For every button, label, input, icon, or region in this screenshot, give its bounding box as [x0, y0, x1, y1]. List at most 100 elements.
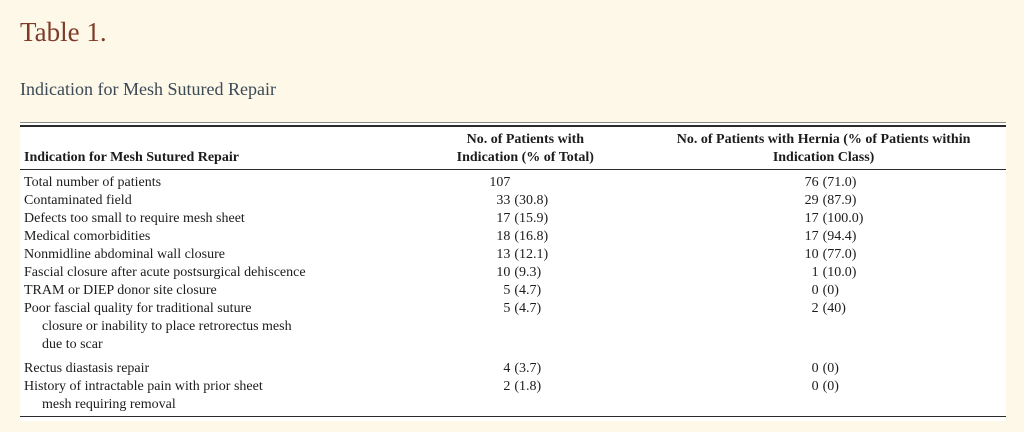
table-subtitle: Indication for Mesh Sutured Repair — [20, 78, 276, 99]
hernia-count-cell: 0 (0) — [641, 354, 1006, 378]
indication-count-cell: 13 (12.1) — [409, 246, 641, 264]
table-body: Total number of patients 107 76 (71.0) Conta… — [20, 169, 1006, 416]
table-row: Total number of patients 107 76 (71.0) — [20, 169, 1006, 192]
percent-value: (10.0) — [822, 264, 857, 280]
indication-label: Nonmidline abdominal wall closure — [24, 246, 226, 262]
page-title: Table 1. — [20, 17, 107, 47]
count-value: 5 — [503, 300, 511, 316]
hernia-count-cell: 0 (0) — [641, 378, 1006, 417]
percent-value: (16.8) — [514, 228, 549, 244]
indications-table: Indication for Mesh Sutured Repair No. o… — [20, 124, 1006, 417]
indication-cell: Defects too small to require mesh sheet — [20, 210, 409, 228]
table-row: Fascial closure after acute postsurgical… — [20, 264, 1006, 282]
percent-value: (77.0) — [822, 246, 857, 262]
table-row: History of intractable pain with prior s… — [20, 378, 1006, 417]
indication-label-continuation: mesh requiring removal — [42, 396, 176, 412]
indication-label: Contaminated field — [24, 192, 132, 208]
indication-cell: Contaminated field — [20, 192, 409, 210]
count-value: 2 — [811, 300, 819, 316]
table-row: TRAM or DIEP donor site closure 5 (4.7) 0 (0… — [20, 282, 1006, 300]
indication-label: Rectus diastasis repair — [24, 360, 150, 376]
indication-count-cell: 107 — [409, 169, 641, 192]
percent-value: (1.8) — [514, 378, 542, 394]
indication-cell: Rectus diastasis repair — [20, 354, 409, 378]
indication-label: Poor fascial quality for traditional sut… — [24, 300, 252, 316]
indication-count-cell: 5 (4.7) — [409, 282, 641, 300]
percent-value: (3.7) — [514, 360, 542, 376]
indication-cell: Nonmidline abdominal wall closure — [20, 246, 409, 264]
table-header: Indication for Mesh Sutured Repair No. o… — [20, 125, 1006, 170]
indication-count-cell: 10 (9.3) — [409, 264, 641, 282]
document-page: Table 1. Indication for Mesh Sutured Rep… — [0, 16, 1024, 421]
percent-value: (12.1) — [514, 246, 549, 262]
indication-label: TRAM or DIEP donor site closure — [24, 282, 217, 298]
table-header-row: Indication for Mesh Sutured Repair No. o… — [20, 125, 1006, 170]
column-header-patients-with-hernia: No. of Patients with Hernia (% of Patien… — [641, 125, 1006, 170]
count-value: 107 — [489, 174, 511, 190]
percent-value: (0) — [822, 282, 839, 298]
indication-label: Defects too small to require mesh sheet — [24, 210, 245, 226]
count-value: 0 — [811, 360, 819, 376]
indication-count-cell: 18 (16.8) — [409, 228, 641, 246]
indication-count-cell: 4 (3.7) — [409, 354, 641, 378]
hernia-count-cell: 0 (0) — [641, 282, 1006, 300]
indication-label: Medical comorbidities — [24, 228, 151, 244]
indication-cell: Poor fascial quality for traditional sut… — [20, 300, 409, 354]
column-header-patients-with-indication: No. of Patients with Indication (% of To… — [409, 125, 642, 170]
indication-label: Fascial closure after acute postsurgical… — [24, 264, 306, 280]
count-value: 17 — [496, 210, 511, 226]
percent-value: (30.8) — [514, 192, 549, 208]
count-value: 33 — [496, 192, 511, 208]
percent-value: (40) — [822, 300, 846, 316]
count-value: 5 — [503, 282, 511, 298]
table-row: Medical comorbidities 18 (16.8) 17 (94.4) — [20, 228, 1006, 246]
indication-label: Total number of patients — [24, 174, 162, 190]
indication-cell: TRAM or DIEP donor site closure — [20, 282, 409, 300]
count-value: 76 — [804, 174, 819, 190]
table-row: Defects too small to require mesh sheet 1… — [20, 210, 1006, 228]
percent-value: (4.7) — [514, 282, 542, 298]
percent-value: (100.0) — [822, 210, 864, 226]
indication-count-cell: 2 (1.8) — [409, 378, 641, 417]
count-value: 18 — [496, 228, 511, 244]
percent-value: (0) — [822, 360, 839, 376]
count-value: 0 — [811, 378, 819, 394]
hernia-count-cell: 29 (87.9) — [641, 192, 1006, 210]
percent-value: (9.3) — [514, 264, 542, 280]
indication-count-cell: 33 (30.8) — [409, 192, 641, 210]
count-value: 17 — [804, 228, 819, 244]
indication-count-cell: 5 (4.7) — [409, 300, 641, 354]
hernia-count-cell: 1 (10.0) — [641, 264, 1006, 282]
count-value: 29 — [804, 192, 819, 208]
count-value: 4 — [503, 360, 511, 376]
indication-cell: History of intractable pain with prior s… — [20, 378, 409, 417]
hernia-count-cell: 17 (100.0) — [641, 210, 1006, 228]
percent-value: (71.0) — [822, 174, 857, 190]
hernia-count-cell: 10 (77.0) — [641, 246, 1006, 264]
hernia-count-cell: 17 (94.4) — [641, 228, 1006, 246]
hernia-count-cell: 2 (40) — [641, 300, 1006, 354]
column-header-indication-label: Indication for Mesh Sutured Repair — [24, 149, 239, 165]
table-container: Indication for Mesh Sutured Repair No. o… — [20, 121, 1006, 421]
percent-value: (87.9) — [822, 192, 857, 208]
column-header-patients-with-indication-label: No. of Patients with Indication (% of To… — [456, 131, 594, 165]
percent-value: (15.9) — [514, 210, 549, 226]
count-value: 0 — [811, 282, 819, 298]
count-value: 13 — [496, 246, 511, 262]
indication-label-continuation: due to scar — [42, 336, 103, 352]
count-value: 10 — [496, 264, 511, 280]
table-row: Nonmidline abdominal wall closure 13 (12.1… — [20, 246, 1006, 264]
percent-value: (0) — [822, 378, 839, 394]
count-value: 10 — [804, 246, 819, 262]
hernia-count-cell: 76 (71.0) — [641, 169, 1006, 192]
indication-cell: Medical comorbidities — [20, 228, 409, 246]
count-value: 2 — [503, 378, 511, 394]
count-value: 1 — [811, 264, 819, 280]
column-header-indication: Indication for Mesh Sutured Repair — [20, 125, 410, 170]
table-row: Poor fascial quality for traditional sut… — [20, 300, 1006, 354]
column-header-patients-with-hernia-label: No. of Patients with Hernia (% of Patien… — [676, 131, 971, 165]
indication-label: History of intractable pain with prior s… — [24, 378, 263, 394]
table-row: Rectus diastasis repair 4 (3.7) 0 (0) — [20, 354, 1006, 378]
table-row: Contaminated field 33 (30.8) 29 (87.9) — [20, 192, 1006, 210]
indication-cell: Fascial closure after acute postsurgical… — [20, 264, 409, 282]
